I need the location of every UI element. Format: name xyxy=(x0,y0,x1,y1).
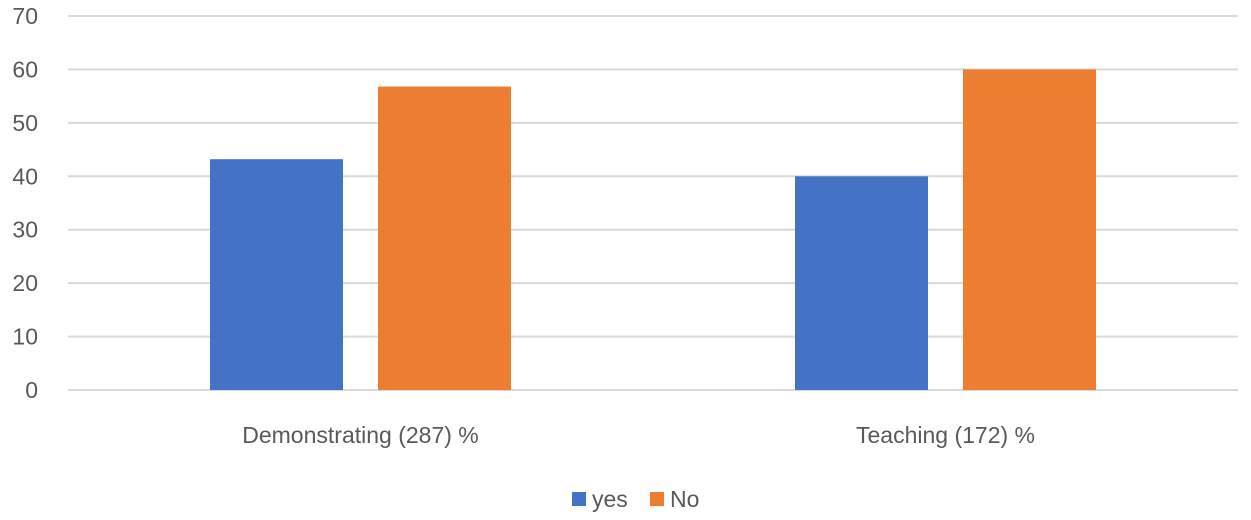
legend-label-no: No xyxy=(670,486,699,512)
x-category-label-0: Demonstrating (287) % xyxy=(242,422,479,448)
x-axis-category-labels: Demonstrating (287) % Teaching (172) % xyxy=(242,422,1035,448)
legend-label-yes: yes xyxy=(592,486,628,512)
y-tick-label-20: 20 xyxy=(12,270,38,296)
y-tick-label-60: 60 xyxy=(12,56,38,82)
bars xyxy=(210,69,1096,391)
y-tick-label-30: 30 xyxy=(12,217,38,243)
legend-swatch-yes xyxy=(572,492,586,506)
bar-yes-0 xyxy=(210,159,343,390)
y-axis-tick-labels: 0 10 20 30 40 50 60 70 xyxy=(12,3,38,403)
y-tick-label-10: 10 xyxy=(12,324,38,350)
y-tick-label-40: 40 xyxy=(12,163,38,189)
y-tick-label-70: 70 xyxy=(12,3,38,29)
legend-swatch-no xyxy=(650,492,664,506)
bar-yes-1 xyxy=(795,176,928,390)
legend: yes No xyxy=(572,486,699,512)
y-tick-label-0: 0 xyxy=(25,377,38,403)
bar-no-1 xyxy=(963,69,1096,390)
x-category-label-1: Teaching (172) % xyxy=(856,422,1035,448)
bar-no-0 xyxy=(378,86,511,391)
y-tick-label-50: 50 xyxy=(12,110,38,136)
